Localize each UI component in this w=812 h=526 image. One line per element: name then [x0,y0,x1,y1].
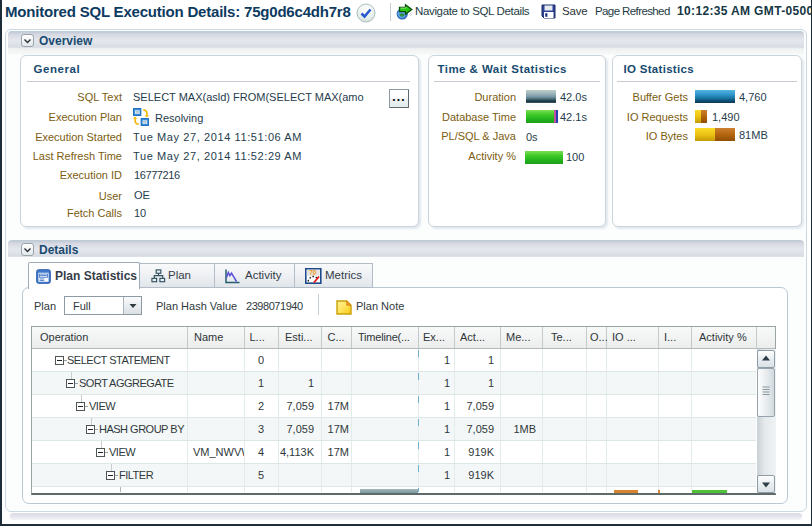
svg-text:70: 70 [309,269,317,276]
